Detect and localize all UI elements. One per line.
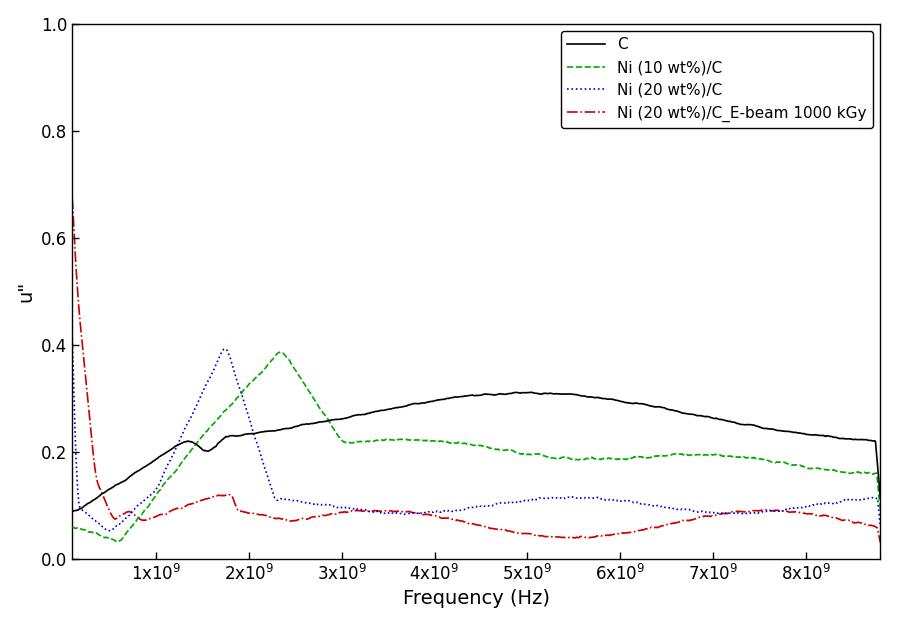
Ni (20 wt%)/C_E-beam 1000 kGy: [104, 508, 115, 515]
Legend: C, Ni (10 wt%)/C, Ni (20 wt%)/C, Ni (20 wt%)/C_E-beam 1000 kGy: C, Ni (10 wt%)/C, Ni (20 wt%)/C, Ni (20 …: [561, 31, 873, 127]
Ni (20 wt%)/C_E-beam 1000 kGy: [63, 332, 74, 339]
Ni (10 wt%)/C: [458, 439, 469, 447]
C: [436, 396, 447, 403]
Ni (20 wt%)/C_E-beam 1000 kGy: [436, 514, 447, 522]
Y-axis label: u": u": [17, 281, 36, 302]
Ni (20 wt%)/C_E-beam 1000 kGy: [851, 519, 862, 526]
C: [457, 392, 468, 400]
Ni (20 wt%)/C_E-beam 1000 kGy: [702, 512, 713, 520]
Ni (10 wt%)/C: [851, 469, 862, 476]
Ni (20 wt%)/C: [63, 382, 74, 389]
C: [851, 436, 862, 443]
Ni (20 wt%)/C: [65, 279, 76, 286]
Ni (20 wt%)/C: [105, 526, 116, 534]
Ni (20 wt%)/C: [852, 496, 863, 504]
Ni (20 wt%)/C: [875, 522, 885, 530]
Line: C: C: [68, 392, 880, 534]
Ni (10 wt%)/C: [875, 508, 885, 515]
Ni (10 wt%)/C: [702, 452, 713, 459]
Line: Ni (10 wt%)/C: Ni (10 wt%)/C: [68, 352, 880, 542]
Ni (20 wt%)/C: [852, 496, 863, 504]
Ni (20 wt%)/C: [104, 527, 115, 534]
Ni (10 wt%)/C: [275, 348, 286, 356]
Line: Ni (20 wt%)/C: Ni (20 wt%)/C: [68, 282, 880, 531]
Ni (20 wt%)/C: [703, 509, 714, 516]
Ni (20 wt%)/C: [458, 506, 469, 513]
Line: Ni (20 wt%)/C_E-beam 1000 kGy: Ni (20 wt%)/C_E-beam 1000 kGy: [68, 168, 880, 542]
Ni (20 wt%)/C_E-beam 1000 kGy: [458, 518, 469, 525]
C: [104, 486, 115, 493]
Ni (10 wt%)/C: [104, 534, 115, 541]
Ni (10 wt%)/C: [63, 539, 74, 546]
C: [527, 389, 537, 396]
Ni (10 wt%)/C: [436, 438, 447, 445]
C: [702, 412, 713, 420]
Ni (20 wt%)/C: [437, 508, 448, 516]
X-axis label: Frequency (Hz): Frequency (Hz): [403, 589, 550, 608]
C: [875, 494, 885, 501]
Ni (20 wt%)/C_E-beam 1000 kGy: [852, 519, 863, 526]
Ni (10 wt%)/C: [852, 468, 863, 476]
C: [63, 530, 74, 538]
Ni (20 wt%)/C_E-beam 1000 kGy: [875, 539, 885, 546]
Ni (20 wt%)/C_E-beam 1000 kGy: [65, 164, 76, 171]
C: [852, 436, 863, 443]
